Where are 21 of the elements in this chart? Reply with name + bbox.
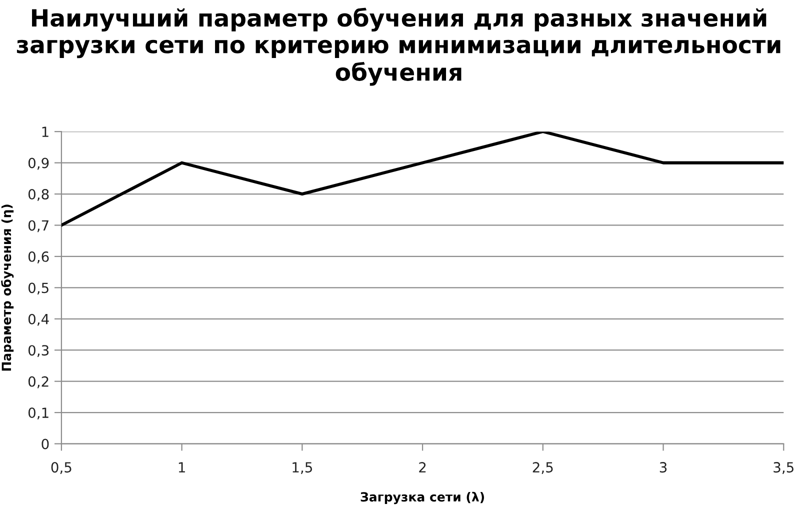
chart-title: Наилучший параметр обучения для разных значений загрузки сети по критерию минимизации длительности обучения (16, 8, 780, 86)
y-tick-label: 0,3 (28, 345, 49, 357)
y-tick-label: 0,6 (28, 251, 49, 264)
y-tick-label: 0,5 (28, 282, 48, 295)
y-tick-label: 0,4 (28, 314, 49, 326)
y-tick-label: 1 (42, 126, 48, 137)
x-tick-label: 1,5 (292, 462, 312, 474)
y-tick-label: 0,2 (28, 376, 48, 388)
y-tick-label: 0,8 (28, 188, 49, 201)
y-axis-title: Параметр обучения (η) (1, 204, 14, 371)
y-tick-label: 0 (42, 438, 49, 450)
x-axis-title: Загрузка сети (λ) (360, 492, 484, 504)
y-tick-label: 0,7 (28, 220, 48, 232)
x-tick-label: 0,5 (51, 462, 72, 474)
y-tick-label: 0,9 (28, 158, 49, 170)
y-tick-label: 0,1 (28, 408, 48, 420)
x-tick-label: 2 (419, 462, 426, 472)
x-tick-label: 3 (660, 462, 667, 473)
x-tick-label: 1 (178, 462, 185, 472)
x-tick-label: 2,5 (532, 462, 553, 474)
x-tick-label: 3,5 (774, 462, 794, 474)
